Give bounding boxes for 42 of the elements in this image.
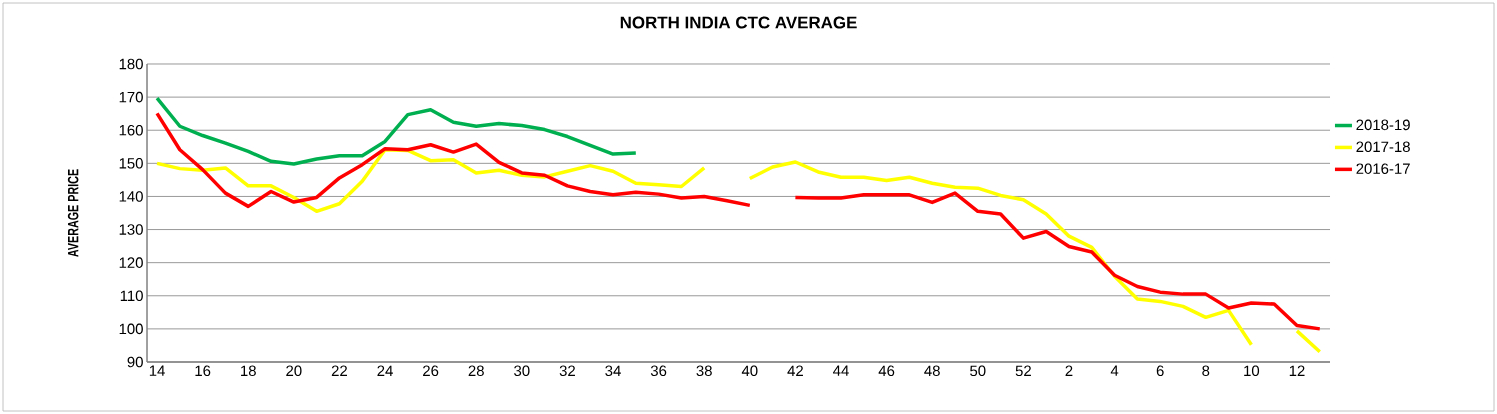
legend-label: 2017-18 [1356, 141, 1410, 153]
y-tick-label: 130 [119, 224, 143, 235]
legend-label: 2016-17 [1356, 163, 1410, 174]
x-tick-label: 44 [833, 365, 849, 376]
chart-title: NORTH INDIA CTC AVERAGE [620, 16, 857, 29]
x-tick-label: 48 [924, 365, 940, 377]
legend-label: 2018-19 [1356, 119, 1410, 131]
y-tick-label: 160 [119, 124, 143, 136]
x-tick-label: 18 [241, 365, 256, 377]
x-tick-label: 26 [423, 365, 439, 377]
x-tick-label: 16 [195, 365, 211, 377]
x-tick-label: 22 [331, 365, 347, 376]
x-tick-label: 40 [741, 365, 758, 377]
x-tick-label: 30 [514, 365, 530, 377]
x-tick-label: 10 [1244, 365, 1260, 377]
line-series [155, 96, 638, 166]
x-tick-label: 50 [970, 365, 986, 377]
x-tick-label: 2 [1065, 365, 1073, 376]
y-tick-label: 120 [119, 257, 143, 268]
x-tick-label: 24 [377, 365, 393, 376]
y-tick-label: 180 [119, 58, 143, 70]
y-tick-label: 110 [120, 290, 143, 302]
x-tick-label: 42 [787, 365, 803, 376]
x-tick-label: 28 [468, 365, 484, 377]
y-tick-label: 170 [119, 91, 143, 103]
y-tick-label: 150 [119, 158, 143, 169]
y-tick-label: 140 [119, 191, 143, 202]
x-tick-label: 12 [1289, 365, 1305, 376]
x-tick-label: 20 [286, 365, 302, 377]
x-tick-label: 6 [1156, 365, 1164, 377]
x-tick-label: 38 [696, 365, 712, 377]
x-tick-label: 46 [878, 365, 895, 377]
x-tick-label: 32 [559, 365, 575, 377]
x-tick-label: 8 [1202, 365, 1210, 377]
y-tick-label: 100 [119, 323, 143, 335]
x-tick-label: 36 [650, 365, 667, 377]
y-tick-label: 90 [127, 356, 143, 368]
x-tick-label: 34 [605, 365, 621, 377]
x-tick-label: 52 [1015, 365, 1031, 377]
x-tick-label: 14 [149, 365, 165, 376]
y-axis-title: AVERAGE PRICE [67, 169, 79, 257]
x-tick-label: 4 [1110, 365, 1119, 376]
